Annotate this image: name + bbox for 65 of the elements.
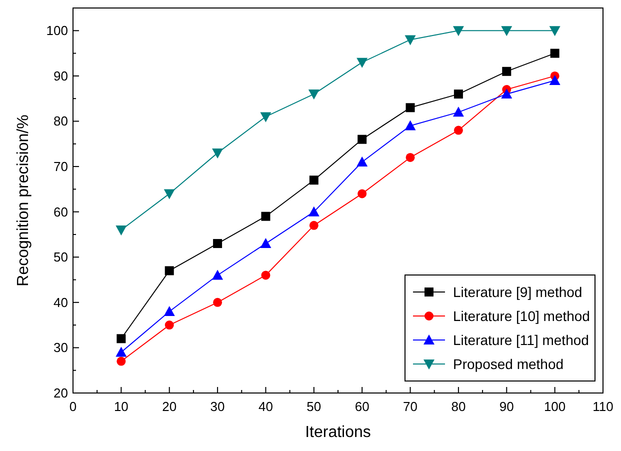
- point: [213, 298, 222, 307]
- x-tick-label: 20: [162, 399, 177, 414]
- point: [404, 120, 416, 130]
- point: [212, 148, 224, 158]
- x-tick-label: 70: [403, 399, 418, 414]
- point: [213, 239, 222, 248]
- x-tick-label: 10: [114, 399, 128, 414]
- point: [404, 35, 416, 46]
- point: [261, 270, 270, 280]
- legend-label: Literature [9] method: [453, 284, 582, 300]
- point: [212, 270, 224, 280]
- point: [406, 103, 415, 112]
- point: [454, 90, 463, 99]
- point: [116, 346, 127, 357]
- point: [308, 90, 320, 100]
- x-tick-label: 90: [499, 399, 514, 414]
- x-tick-label: 80: [451, 399, 466, 414]
- y-tick-label: 30: [54, 340, 68, 356]
- point: [164, 189, 175, 200]
- point: [549, 26, 560, 36]
- x-tick-label: 60: [354, 399, 370, 414]
- legend-label: Proposed method: [453, 356, 564, 372]
- y-tick-label: 20: [54, 386, 68, 400]
- point: [502, 66, 512, 76]
- point: [260, 112, 272, 122]
- point: [309, 220, 318, 230]
- x-tick-label: 40: [258, 399, 273, 414]
- y-tick-label: 60: [54, 204, 68, 220]
- legend-label: Literature [10] method: [453, 308, 590, 324]
- x-tick-label: 100: [544, 399, 566, 414]
- y-tick-label: 80: [54, 114, 68, 129]
- point: [358, 134, 367, 144]
- x-tick-label: 0: [69, 399, 77, 414]
- point: [164, 266, 174, 276]
- y-axis-title: Recognition precision/%: [15, 114, 32, 286]
- x-tick-label: 110: [592, 399, 614, 414]
- legend-label: Literature [11] method: [453, 332, 589, 348]
- x-tick-label: 50: [306, 399, 322, 414]
- point: [452, 26, 464, 36]
- point: [501, 88, 512, 99]
- point: [116, 225, 127, 236]
- point: [260, 238, 272, 248]
- y-tick-label: 50: [54, 250, 68, 265]
- point: [454, 126, 463, 135]
- point: [261, 212, 270, 221]
- y-tick-label: 90: [54, 68, 68, 84]
- point: [164, 306, 175, 316]
- point: [550, 48, 560, 58]
- point: [358, 189, 367, 198]
- point: [356, 58, 368, 68]
- point: [452, 106, 464, 117]
- y-tick-label: 70: [54, 159, 68, 174]
- point: [406, 152, 415, 162]
- y-tick-label: 40: [54, 294, 68, 310]
- point: [116, 356, 126, 366]
- point: [308, 206, 320, 216]
- point: [164, 320, 174, 330]
- x-axis-title: Iterations: [305, 424, 371, 441]
- point: [549, 74, 560, 85]
- point: [501, 26, 512, 36]
- x-tick-label: 30: [210, 399, 225, 414]
- y-tick-label: 100: [46, 23, 68, 38]
- point: [309, 176, 318, 185]
- point: [116, 334, 126, 344]
- point: [356, 156, 368, 166]
